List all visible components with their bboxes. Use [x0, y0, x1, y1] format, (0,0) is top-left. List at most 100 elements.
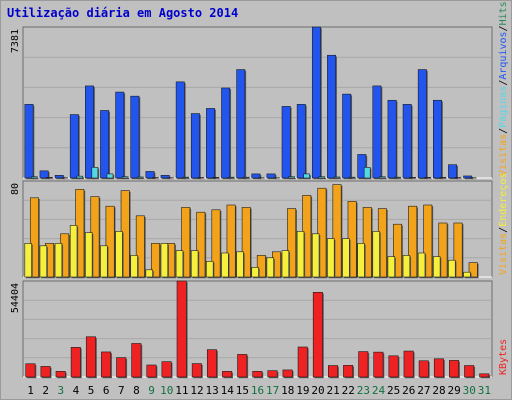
- bar-endereços-29: [448, 260, 455, 277]
- legend-entry: Visitas: [498, 233, 509, 275]
- panel-max-label: 80: [10, 183, 21, 195]
- bar-kbytes-25: [389, 356, 398, 377]
- bar-kbytes-21: [328, 366, 337, 377]
- x-tick-label-29: 29: [448, 384, 461, 397]
- legend-top: Visitas/Páginas/Arquivos/Hits: [497, 1, 509, 176]
- bar-arquivos-27: [418, 70, 426, 178]
- bar-endereços-28: [433, 257, 440, 277]
- x-tick-label-12: 12: [190, 384, 203, 397]
- bar-arquivos-5: [85, 86, 93, 178]
- bar-kbytes-19: [298, 347, 307, 377]
- x-tick-label-14: 14: [221, 384, 235, 397]
- bar-arquivos-29: [448, 165, 456, 178]
- bar-arquivos-28: [433, 100, 441, 178]
- x-tick-label-22: 22: [342, 384, 355, 397]
- x-tick-label-10: 10: [160, 384, 173, 397]
- x-tick-label-11: 11: [175, 384, 188, 397]
- bar-kbytes-27: [419, 361, 428, 377]
- bar-endereços-22: [343, 239, 350, 277]
- bar-páginas-4: [77, 176, 83, 178]
- bar-kbytes-20: [313, 292, 322, 377]
- bar-endereços-2: [40, 246, 47, 277]
- bar-kbytes-4: [71, 347, 80, 377]
- x-tick-label-17: 17: [266, 384, 279, 397]
- bar-arquivos-1: [25, 104, 33, 178]
- x-tick-label-23: 23: [357, 384, 370, 397]
- bar-arquivos-26: [403, 104, 411, 178]
- x-tick-label-19: 19: [296, 384, 309, 397]
- bar-kbytes-18: [283, 370, 292, 377]
- bar-kbytes-24: [374, 352, 383, 377]
- x-tick-label-24: 24: [372, 384, 386, 397]
- x-tick-label-28: 28: [432, 384, 445, 397]
- x-tick-label-9: 9: [148, 384, 155, 397]
- bar-páginas-22: [349, 177, 355, 178]
- bar-endereços-4: [70, 225, 77, 277]
- bar-endereços-23: [358, 243, 365, 277]
- x-tick-label-6: 6: [103, 384, 110, 397]
- legend-entry: Endereços: [498, 173, 509, 227]
- bar-endereços-11: [176, 251, 183, 277]
- bar-kbytes-8: [132, 343, 141, 377]
- bar-arquivos-15: [237, 70, 245, 178]
- x-tick-label-21: 21: [327, 384, 340, 397]
- legend-entry: Páginas: [497, 86, 509, 128]
- bar-arquivos-24: [373, 86, 381, 178]
- x-tick-label-2: 2: [42, 384, 49, 397]
- legend-bottom: KBytes: [498, 339, 509, 375]
- panel-max-label: 54404: [10, 283, 21, 313]
- bar-endereços-19: [297, 231, 304, 277]
- bar-arquivos-18: [282, 106, 290, 178]
- bar-arquivos-16: [252, 174, 260, 178]
- bar-endereços-14: [221, 253, 228, 277]
- bar-endereços-3: [55, 243, 62, 277]
- bar-kbytes-15: [238, 354, 247, 377]
- bar-kbytes-26: [404, 351, 413, 377]
- bar-kbytes-2: [41, 366, 50, 377]
- bar-páginas-15: [243, 177, 249, 178]
- bar-kbytes-11: [177, 281, 186, 377]
- bar-arquivos-8: [131, 96, 139, 178]
- bar-endereços-18: [282, 251, 289, 277]
- bar-arquivos-17: [267, 174, 275, 178]
- bar-páginas-21: [334, 177, 340, 178]
- bar-kbytes-28: [434, 359, 443, 377]
- bar-arquivos-19: [297, 104, 305, 178]
- x-tick-label-15: 15: [236, 384, 249, 397]
- bar-endereços-13: [206, 261, 213, 277]
- bar-páginas-23: [364, 167, 370, 178]
- bar-endereços-5: [85, 233, 92, 277]
- bar-páginas-18: [289, 177, 295, 178]
- x-tick-label-20: 20: [311, 384, 324, 397]
- bar-arquivos-12: [191, 114, 199, 178]
- bar-arquivos-13: [206, 108, 214, 178]
- bar-páginas-28: [440, 177, 446, 178]
- bar-kbytes-3: [56, 371, 65, 377]
- bar-páginas-8: [137, 177, 143, 178]
- bar-páginas-26: [410, 177, 416, 178]
- x-tick-label-5: 5: [88, 384, 95, 397]
- bar-endereços-25: [388, 257, 395, 277]
- bar-endereços-9: [146, 270, 153, 277]
- legend-entry: KBytes: [498, 339, 509, 375]
- x-tick-label-13: 13: [205, 384, 218, 397]
- bar-páginas-25: [394, 177, 400, 178]
- bar-kbytes-9: [147, 365, 156, 377]
- bar-páginas-27: [425, 177, 431, 178]
- bar-páginas-14: [228, 177, 234, 178]
- bar-endereços-21: [327, 239, 334, 277]
- bar-endereços-30: [464, 272, 471, 277]
- panel-max-label: 7381: [10, 29, 21, 53]
- bar-páginas-20: [319, 177, 325, 178]
- bar-arquivos-25: [388, 100, 396, 178]
- x-tick-label-7: 7: [118, 384, 125, 397]
- bar-endereços-24: [373, 231, 380, 277]
- x-tick-label-25: 25: [387, 384, 400, 397]
- bar-kbytes-7: [116, 358, 125, 377]
- bar-kbytes-31: [480, 374, 489, 377]
- x-tick-label-18: 18: [281, 384, 294, 397]
- bar-endereços-6: [100, 246, 107, 277]
- bar-páginas-7: [122, 177, 128, 178]
